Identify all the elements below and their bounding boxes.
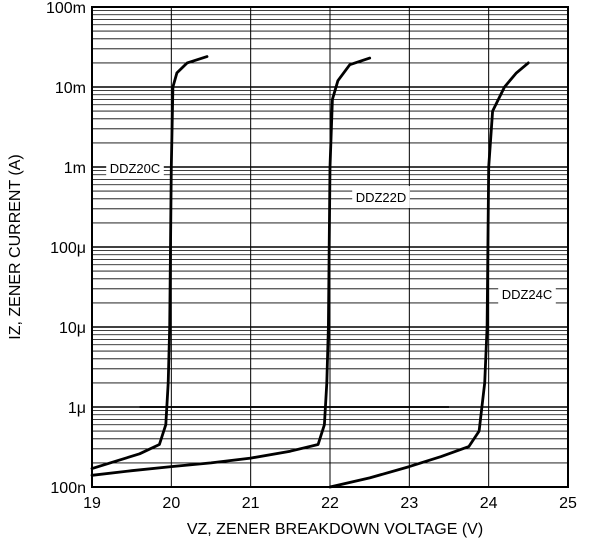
series-curves <box>90 55 530 489</box>
series-label-ddz24c: DDZ24C <box>502 287 553 302</box>
y-tick-label: 10m <box>55 80 86 97</box>
series-line-ddz20c <box>90 55 209 470</box>
x-tick-label: 20 <box>162 495 180 512</box>
series-label-box <box>352 186 410 208</box>
x-tick-label: 23 <box>400 495 418 512</box>
y-tick-label: 1m <box>64 160 86 177</box>
x-tick-labels: 19 20 21 22 23 24 25 <box>83 495 577 512</box>
series-label-ddz22d: DDZ22D <box>356 190 407 205</box>
series-line-ddz22d <box>90 56 372 477</box>
y-tick-label: 10μ <box>59 320 86 337</box>
x-tick-label: 19 <box>83 495 101 512</box>
x-tick-label: 22 <box>321 495 339 512</box>
y-axis-label: IZ, ZENER CURRENT (A) <box>7 154 24 339</box>
y-tick-label: 100μ <box>50 240 86 257</box>
y-tick-label: 100m <box>46 0 86 17</box>
y-tick-label: 100n <box>50 480 86 497</box>
y-tick-label: 1μ <box>68 400 86 417</box>
y-tick-labels: 100n 1μ 10μ 100μ 1m 10m 100m <box>46 0 86 497</box>
series-line-ddz24c <box>328 61 530 489</box>
x-tick-label: 25 <box>559 495 577 512</box>
series-label-ddz20c: DDZ20C <box>110 161 161 176</box>
series-label-box <box>106 157 164 179</box>
series-label-boxes: DDZ20C DDZ22D DDZ24C <box>106 157 556 305</box>
series-label-box <box>498 283 556 305</box>
x-tick-label: 24 <box>480 495 498 512</box>
x-tick-label: 21 <box>242 495 260 512</box>
x-axis-label: VZ, ZENER BREAKDOWN VOLTAGE (V) <box>187 521 483 538</box>
